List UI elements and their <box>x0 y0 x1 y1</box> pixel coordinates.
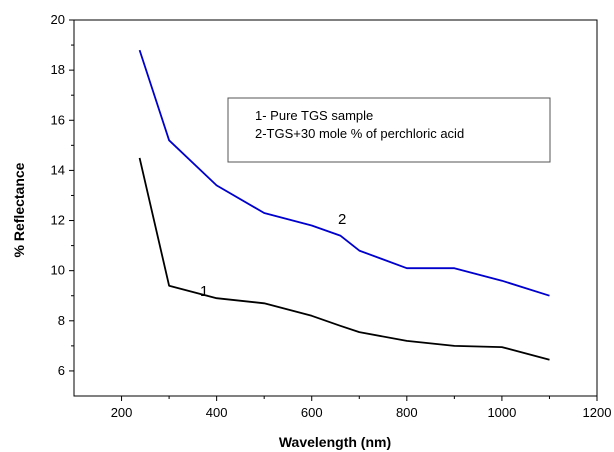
y-axis-label: % Reflectance <box>11 162 27 257</box>
y-tick-label-7: 20 <box>51 12 65 27</box>
plot-frame <box>73 19 598 397</box>
y-tick-label-1: 8 <box>58 313 65 328</box>
x-tick-label-0: 200 <box>111 405 133 420</box>
x-tick-label-5: 1200 <box>583 405 612 420</box>
x-tick-label-2: 600 <box>301 405 323 420</box>
y-tick-label-3: 12 <box>51 213 65 228</box>
curve-label-1: 1 <box>200 283 208 300</box>
series-2-line <box>138 49 550 297</box>
curve-label-2: 2 <box>338 211 346 228</box>
y-axis-ticks: 6 8 10 12 14 16 18 20 <box>51 12 74 378</box>
legend-box <box>227 97 551 163</box>
legend-entry-2: 2-TGS+30 mole % of perchloric acid <box>255 126 464 141</box>
series-layer <box>138 49 550 361</box>
x-tick-label-1: 400 <box>206 405 228 420</box>
y-tick-label-2: 10 <box>51 263 65 278</box>
y-tick-label-6: 18 <box>51 62 65 77</box>
y-tick-label-5: 16 <box>51 112 65 127</box>
x-axis-label: Wavelength (nm) <box>279 434 391 450</box>
legend: 1- Pure TGS sample 2-TGS+30 mole % of pe… <box>227 97 551 163</box>
x-tick-label-3: 800 <box>396 405 418 420</box>
x-tick-label-4: 1000 <box>487 405 516 420</box>
y-tick-label-4: 14 <box>51 162 65 177</box>
y-tick-label-0: 6 <box>58 363 65 378</box>
series-1-line <box>138 157 550 361</box>
x-axis-ticks: 200 400 600 800 1000 1200 <box>111 396 612 420</box>
legend-entry-1: 1- Pure TGS sample <box>255 108 373 123</box>
